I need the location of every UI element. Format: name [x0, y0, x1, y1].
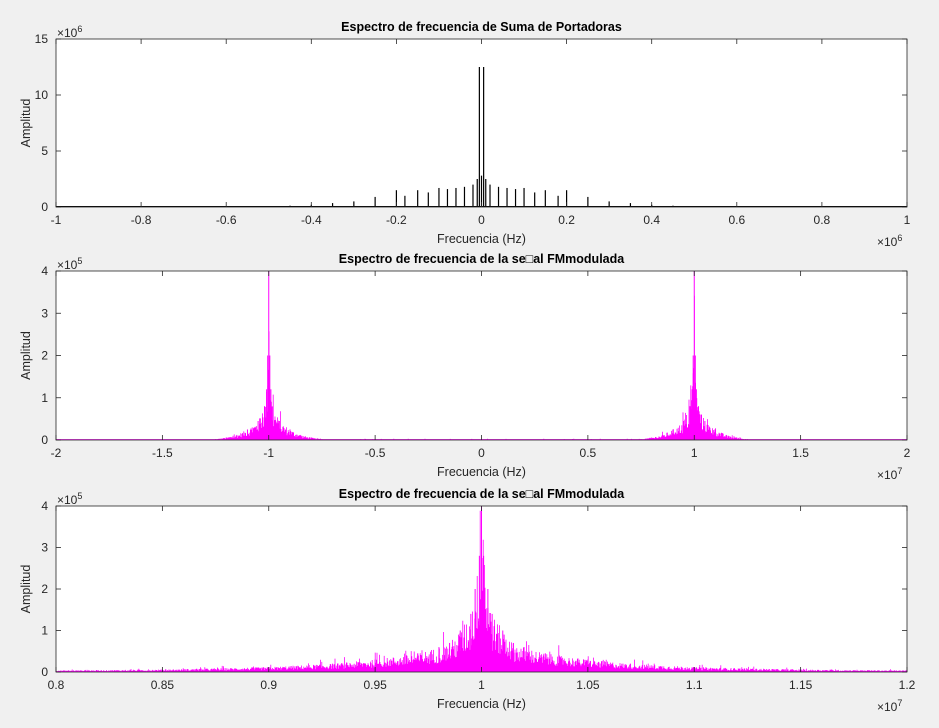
x-tick-label: 1: [904, 213, 911, 227]
x-tick-label: 1.2: [899, 678, 916, 692]
x-tick-label: 1: [691, 446, 698, 460]
y-exponent-power: 5: [77, 256, 82, 266]
x-tick-label: -1: [51, 213, 62, 227]
y-exponent-base: ×10: [57, 26, 78, 40]
y-tick-label: 0: [41, 200, 48, 214]
y-tick-label: 0: [41, 665, 48, 679]
x-tick-label: 1.15: [789, 678, 813, 692]
y-axis-label: Amplitud: [19, 331, 33, 380]
y-axis-label: Amplitud: [19, 565, 33, 614]
y-tick-label: 3: [41, 306, 48, 320]
y-exponent-power: 5: [77, 491, 82, 501]
y-axis-exponent: ×105: [57, 491, 82, 507]
x-axis-exponent: ×107: [877, 698, 902, 714]
x-tick-label: 0.9: [260, 678, 277, 692]
series-line: [55, 506, 908, 672]
x-exponent-base: ×10: [877, 700, 898, 714]
y-axis-exponent: ×105: [57, 256, 82, 272]
y-tick-label: 10: [35, 88, 49, 102]
chart-title: Espectro de frecuencia de Suma de Portad…: [341, 20, 622, 34]
x-tick-label: 0.6: [728, 213, 745, 227]
x-tick-label: 0.2: [558, 213, 575, 227]
y-exponent-base: ×10: [57, 258, 78, 272]
y-tick-label: 5: [41, 144, 48, 158]
y-tick-label: 15: [35, 32, 49, 46]
x-axis-label: Frecuencia (Hz): [437, 697, 526, 711]
y-tick-label: 0: [41, 433, 48, 447]
x-tick-label: 1.1: [686, 678, 703, 692]
x-tick-label: -1.5: [152, 446, 173, 460]
x-tick-label: 0.8: [48, 678, 65, 692]
x-tick-label: 0.5: [580, 446, 597, 460]
x-tick-label: -2: [51, 446, 62, 460]
y-tick-label: 2: [41, 582, 48, 596]
x-tick-label: 0.95: [363, 678, 387, 692]
x-exponent-power: 6: [897, 233, 902, 243]
panel-fm-spectrum-wide: -2 -1.5 -1 -0.5 0 0.5 1 1.5 2 0 1 2 3 4 Espectro de fr…: [19, 252, 911, 482]
series-line: [56, 67, 907, 207]
axes-background: [56, 271, 907, 440]
x-tick-label: 0: [478, 446, 485, 460]
x-tick-label: 1.5: [792, 446, 809, 460]
y-tick-label: 3: [41, 541, 48, 555]
x-axis-label: Frecuencia (Hz): [437, 232, 526, 246]
x-tick-label: 1.05: [576, 678, 600, 692]
x-tick-label: -0.2: [386, 213, 407, 227]
x-axis-exponent: ×107: [877, 466, 902, 482]
x-tick-label: -1: [263, 446, 274, 460]
chart-title: Espectro de frecuencia de la se□al FMmod…: [339, 252, 625, 266]
panel-carrier-sum-spectrum: -1 -0.8 -0.6 -0.4 -0.2 0 0.2 0.4 0.6 0.8 1051015Es…: [19, 20, 911, 249]
y-axis-exponent: ×106: [57, 24, 82, 40]
y-tick-label: 1: [41, 391, 48, 405]
y-tick-label: 2: [41, 349, 48, 363]
chart-title: Espectro de frecuencia de la se□al FMmod…: [339, 487, 625, 501]
x-exponent-power: 7: [897, 698, 902, 708]
y-tick-label: 4: [41, 264, 48, 278]
y-exponent-base: ×10: [57, 493, 78, 507]
x-exponent-base: ×10: [877, 468, 898, 482]
x-tick-label: 2: [904, 446, 911, 460]
x-tick-label: -0.8: [131, 213, 152, 227]
x-exponent-base: ×10: [877, 235, 898, 249]
x-tick-label: -0.6: [216, 213, 237, 227]
x-tick-label: -0.4: [301, 213, 322, 227]
x-exponent-power: 7: [897, 466, 902, 476]
y-exponent-power: 6: [77, 24, 82, 34]
x-tick-label: 1: [478, 678, 485, 692]
y-tick-label: 4: [41, 499, 48, 513]
x-tick-label: 0.4: [643, 213, 660, 227]
x-tick-label: 0: [478, 213, 485, 227]
panel-fm-spectrum-zoom: 0.8 0.85 0.9 0.95 1 1.05 1.1 1.15 1.2 0 1 2 3 4 Espect…: [19, 487, 916, 714]
x-tick-label: 0.85: [151, 678, 175, 692]
x-tick-label: -0.5: [365, 446, 386, 460]
x-tick-label: 0.8: [814, 213, 831, 227]
y-axis-label: Amplitud: [19, 99, 33, 148]
x-axis-exponent: ×106: [877, 233, 902, 249]
y-tick-label: 1: [41, 624, 48, 638]
x-axis-label: Frecuencia (Hz): [437, 465, 526, 479]
